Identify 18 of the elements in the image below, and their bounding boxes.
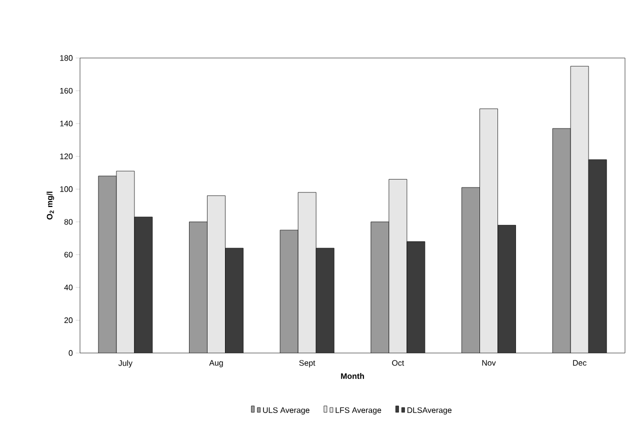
bar xyxy=(462,187,480,353)
bar xyxy=(225,248,244,353)
bar xyxy=(298,192,316,353)
bar xyxy=(406,241,426,353)
bar xyxy=(370,222,390,353)
bar xyxy=(134,216,153,353)
bar xyxy=(316,248,334,353)
bar xyxy=(189,222,208,353)
bar xyxy=(552,128,571,353)
bar xyxy=(280,230,298,353)
bar xyxy=(480,108,498,353)
bar xyxy=(388,179,408,353)
bar xyxy=(588,159,607,353)
bar xyxy=(116,170,135,353)
bar xyxy=(207,195,226,353)
bar xyxy=(570,66,589,353)
bar xyxy=(498,224,516,353)
bar xyxy=(98,176,117,353)
